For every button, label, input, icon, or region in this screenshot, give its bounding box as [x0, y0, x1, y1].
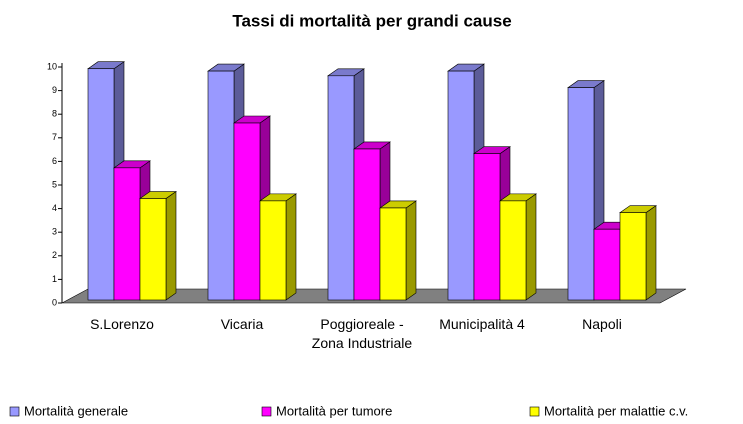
- bar-front: [499, 200, 527, 301]
- bar-side: [285, 193, 297, 301]
- y-tick-label: 10: [47, 61, 57, 71]
- bar-front: [379, 207, 407, 301]
- x-tick-label: Napoli: [582, 316, 622, 332]
- bar-front: [327, 75, 355, 301]
- bar-front: [473, 153, 501, 301]
- bar-side: [525, 193, 537, 301]
- bar-side: [645, 205, 657, 301]
- y-tick-label: 9: [52, 85, 57, 95]
- legend-swatch: [261, 406, 272, 417]
- legend-label: Mortalità per tumore: [276, 403, 392, 418]
- bar-front: [113, 167, 141, 301]
- x-tick-label: S.Lorenzo: [90, 316, 154, 332]
- bar-front: [139, 198, 167, 301]
- bar: [139, 190, 177, 301]
- bar-front: [207, 70, 235, 301]
- y-tick-label: 7: [52, 132, 57, 142]
- y-tick-label: 6: [52, 156, 57, 166]
- x-tick-label: Municipalità 4: [439, 316, 525, 332]
- bar-front: [619, 212, 647, 301]
- bar-front: [353, 148, 381, 301]
- bar-front: [259, 200, 287, 301]
- y-tick-label: 3: [52, 227, 57, 237]
- bar: [619, 205, 657, 301]
- y-tick-label: 8: [52, 109, 57, 119]
- legend-label: Mortalità generale: [24, 403, 128, 418]
- chart-title: Tassi di mortalità per grandi cause: [232, 11, 511, 30]
- bar: [259, 193, 297, 301]
- bar-front: [567, 87, 595, 301]
- y-tick-label: 4: [52, 203, 57, 213]
- legend-swatch: [9, 406, 20, 417]
- legend-swatch: [529, 406, 540, 417]
- y-tick-label: 5: [52, 179, 57, 189]
- bar-front: [593, 228, 621, 301]
- bar-front: [447, 70, 475, 301]
- bar-front: [87, 68, 115, 301]
- legend-label: Mortalità per malattie c.v.: [544, 403, 688, 418]
- bar: [379, 200, 417, 301]
- y-tick-label: 0: [52, 297, 57, 307]
- y-tick-label: 2: [52, 250, 57, 260]
- x-tick-label: Vicaria: [220, 316, 264, 332]
- bar-front: [233, 122, 261, 301]
- y-tick-label: 1: [52, 274, 57, 284]
- bar-side: [405, 200, 417, 301]
- bar-side: [165, 190, 177, 301]
- bar: [499, 193, 537, 301]
- x-tick-label: Poggioreale - Zona Industriale: [311, 316, 413, 351]
